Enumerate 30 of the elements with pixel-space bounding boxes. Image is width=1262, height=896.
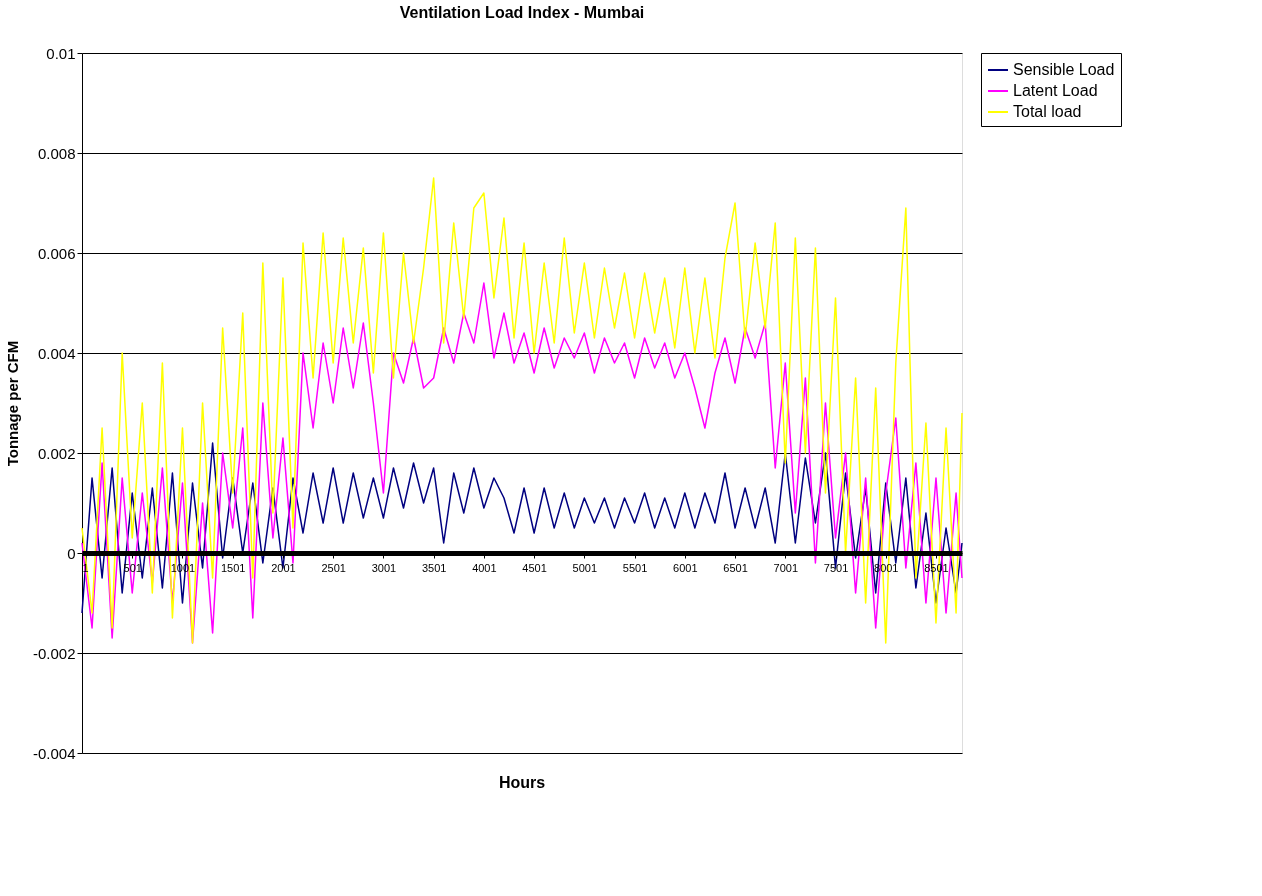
y-tick-label: -0.002 bbox=[32, 644, 76, 662]
legend-label: Total load bbox=[1013, 103, 1082, 120]
x-tick-label: 5501 bbox=[622, 561, 648, 574]
x-tick-label: 4501 bbox=[522, 561, 547, 574]
x-tick-label: 1501 bbox=[220, 561, 246, 574]
x-tick-label: 6001 bbox=[673, 561, 698, 574]
line-series bbox=[81, 177, 963, 644]
y-tick-label: 0.01 bbox=[46, 44, 76, 62]
x-tick-label: 4001 bbox=[472, 561, 497, 574]
x-tick-label: 6501 bbox=[723, 561, 748, 574]
y-tick-label: -0.004 bbox=[32, 744, 76, 762]
y-tick-label: 0.002 bbox=[37, 444, 76, 462]
y-tick-label: 0.008 bbox=[37, 144, 76, 162]
y-tick-label: 0 bbox=[67, 544, 76, 562]
x-tick-label: 3501 bbox=[421, 561, 447, 574]
x-tick-label: 7501 bbox=[823, 561, 849, 574]
x-tick-label: 5001 bbox=[572, 561, 598, 574]
x-tick-label: 2501 bbox=[321, 561, 346, 574]
y-tick-label: 0.006 bbox=[37, 244, 76, 262]
x-axis-title: Hours bbox=[498, 774, 546, 791]
x-tick-label: 2001 bbox=[271, 561, 296, 574]
chart-title: Ventilation Load Index - Mumbai bbox=[399, 4, 645, 21]
x-tick-label: 7001 bbox=[773, 561, 799, 574]
line-series bbox=[81, 442, 963, 614]
y-axis-title: Tonnage per CFM bbox=[3, 340, 21, 467]
y-tick-label: 0.004 bbox=[37, 344, 76, 362]
legend-label: Sensible Load bbox=[1013, 61, 1115, 78]
legend-label: Latent Load bbox=[1013, 82, 1098, 99]
x-tick-label: 3001 bbox=[371, 561, 397, 574]
x-tick-label: 1 bbox=[82, 561, 89, 574]
